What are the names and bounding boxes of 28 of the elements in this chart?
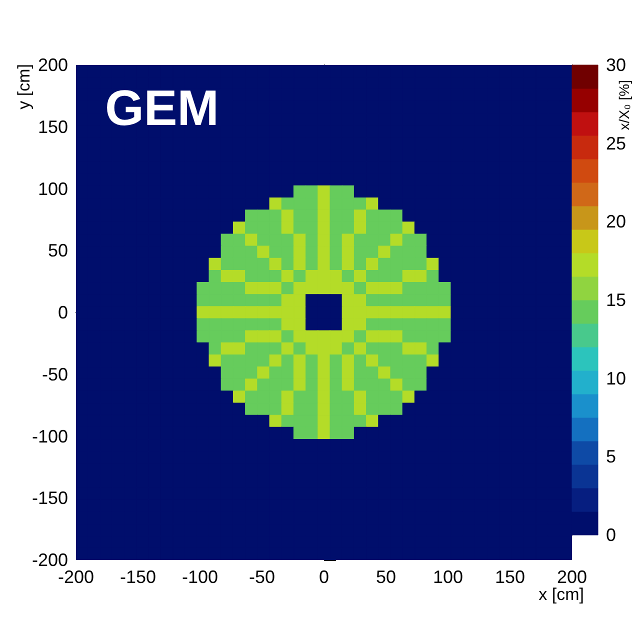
color-bar-label: 25 <box>606 133 626 154</box>
color-bar-label: 30 <box>606 55 626 75</box>
y-tick-label: 0 <box>58 302 68 322</box>
color-bar-title: x/X₀ [%] <box>616 80 632 130</box>
y-tick-label: -50 <box>42 364 68 384</box>
y-tick-label: -150 <box>32 488 68 508</box>
x-tick-label: -50 <box>248 567 276 587</box>
x-tick-label: -150 <box>120 567 156 587</box>
x-tick-label: 50 <box>376 567 396 587</box>
color-bar-label: 15 <box>606 290 626 310</box>
y-tick-label: -100 <box>32 426 68 446</box>
color-bar-label: 0 <box>606 525 616 545</box>
x-tick-label: 200 <box>556 567 588 587</box>
x-axis-title: x [cm] <box>538 585 584 604</box>
x-tick-label: 0 <box>318 567 330 587</box>
y-tick-label: 50 <box>48 240 68 261</box>
y-tick-label: 200 <box>38 55 68 75</box>
x-tick-label: 150 <box>494 567 526 587</box>
y-axis-title: y [cm] <box>14 64 34 110</box>
x-tick-label: 100 <box>432 567 464 587</box>
color-bar-label: 20 <box>606 212 626 232</box>
color-bar-label: 10 <box>606 368 626 388</box>
y-tick-label: -200 <box>32 550 68 570</box>
y-tick-label: 150 <box>38 116 68 137</box>
chart-title: GEM <box>105 80 219 136</box>
color-bar-label: 5 <box>606 446 616 467</box>
x-tick-label: -100 <box>182 567 218 587</box>
y-tick-label: 100 <box>38 178 68 199</box>
